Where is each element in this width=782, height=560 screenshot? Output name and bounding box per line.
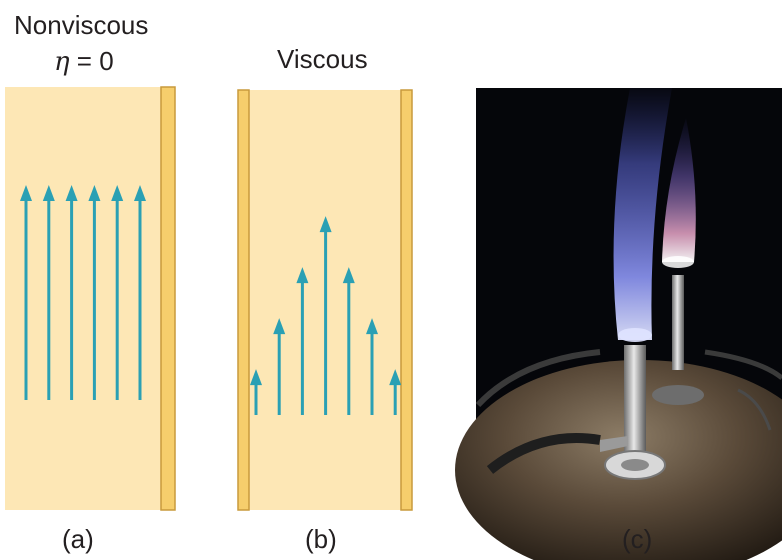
pipe-wall-right-b bbox=[400, 89, 413, 511]
panel-b-label: (b) bbox=[305, 524, 337, 554]
fluid-region-a bbox=[5, 87, 175, 510]
panel-a-label: (a) bbox=[62, 524, 94, 554]
back-burner-barrel bbox=[672, 275, 684, 370]
panel-c-label: (c) bbox=[622, 524, 653, 554]
tongs bbox=[737, 388, 772, 431]
velocity-arrow-a-1 bbox=[20, 185, 32, 400]
eta-symbol: η bbox=[54, 47, 70, 77]
velocity-arrow-b-4 bbox=[319, 216, 332, 415]
viscous-title: Viscous bbox=[277, 44, 368, 74]
velocity-arrow-a-6-head bbox=[134, 185, 146, 201]
front-burner-barrel bbox=[624, 345, 646, 455]
velocity-arrow-b-1-head bbox=[250, 369, 262, 386]
back-flame-core bbox=[662, 256, 694, 268]
velocity-arrow-b-6-head bbox=[366, 318, 378, 335]
front-flame-core bbox=[618, 328, 652, 342]
front-flame bbox=[613, 88, 672, 340]
velocity-arrow-b-3 bbox=[296, 267, 309, 415]
nonviscous-title: Nonviscous bbox=[14, 10, 149, 40]
back-burner-base bbox=[652, 385, 704, 405]
panel-b-pipe bbox=[237, 89, 413, 511]
velocity-arrow-b-7 bbox=[389, 369, 402, 415]
velocity-arrow-a-1-head bbox=[20, 185, 32, 201]
velocity-arrow-a-2-head bbox=[42, 185, 55, 201]
velocity-arrow-a-5 bbox=[111, 185, 124, 400]
eta-equation: η = 0 bbox=[54, 46, 114, 77]
velocity-arrow-a-2 bbox=[42, 185, 55, 400]
velocity-arrow-a-6 bbox=[134, 185, 146, 400]
velocity-arrow-b-2-head bbox=[273, 318, 286, 335]
velocity-arrow-b-6 bbox=[366, 318, 378, 415]
pipe-wall-left-b bbox=[237, 89, 250, 511]
velocity-arrow-b-3-head bbox=[296, 267, 309, 284]
velocity-arrow-a-4 bbox=[88, 185, 101, 400]
velocity-arrow-a-5-head bbox=[111, 185, 124, 201]
back-flame bbox=[662, 118, 696, 262]
eta-value: = 0 bbox=[69, 46, 114, 76]
velocity-arrow-b-7-head bbox=[389, 369, 402, 386]
bunsen-burner-photo bbox=[455, 88, 782, 560]
velocity-arrow-b-1 bbox=[250, 369, 262, 415]
velocity-arrow-b-4-head bbox=[319, 216, 332, 233]
velocity-arrow-a-3-head bbox=[65, 185, 78, 201]
velocity-arrow-a-4-head bbox=[88, 185, 101, 201]
gas-hose-back bbox=[475, 349, 601, 408]
velocity-arrow-a-3 bbox=[65, 185, 78, 400]
front-burner-valve bbox=[621, 459, 649, 471]
pipe-wall-right-a bbox=[160, 86, 176, 511]
velocity-arrow-b-5 bbox=[342, 267, 355, 415]
velocity-arrows-a bbox=[20, 185, 146, 400]
gas-hose-front bbox=[486, 433, 601, 474]
gas-inlet bbox=[600, 436, 628, 452]
velocity-arrow-b-5-head bbox=[342, 267, 355, 284]
panel-a-pipe bbox=[5, 86, 176, 511]
velocity-arrows-b bbox=[250, 216, 402, 415]
gas-hose-right bbox=[704, 349, 782, 380]
velocity-arrow-b-2 bbox=[273, 318, 286, 415]
